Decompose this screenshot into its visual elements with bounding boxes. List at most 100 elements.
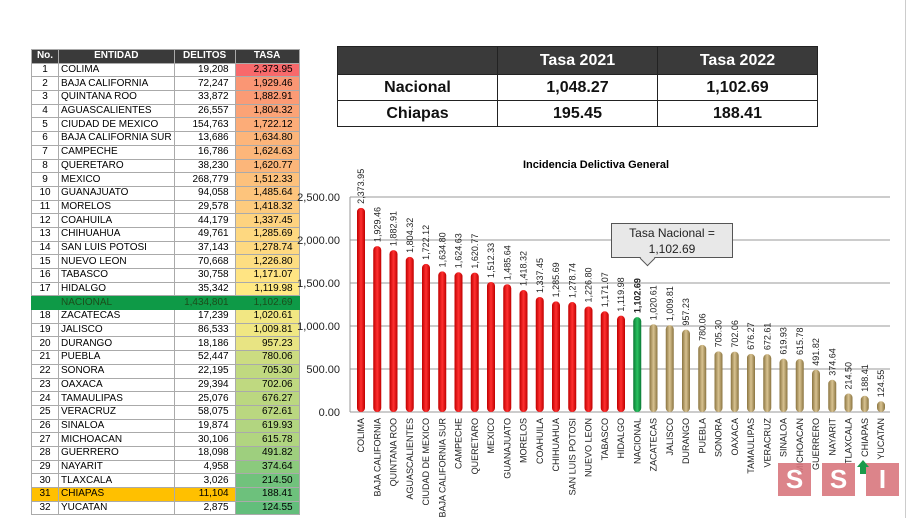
bar: [860, 395, 869, 412]
rate-cell: 1,804.32: [234, 103, 300, 119]
rate-cell: 1,418.32: [234, 199, 300, 215]
cmp-value: 195.45: [497, 100, 658, 127]
data-label: 1,102.69: [632, 278, 642, 313]
x-tick-label: GUERRERO: [811, 418, 821, 470]
x-tick-label: COLIMA: [356, 418, 366, 453]
table-row: 20 DURANGO 18,186 957.23: [31, 336, 300, 352]
cmp-col-2022: Tasa 2022: [657, 46, 818, 75]
data-label: 1,624.63: [454, 233, 464, 268]
rate-comparison-table: Tasa 2021 Tasa 2022 Nacional 1,048.27 1,102…: [337, 46, 818, 127]
logo-letter: I: [866, 463, 899, 496]
bar: [373, 246, 382, 412]
x-tick-label: PUEBLA: [697, 418, 707, 454]
x-tick-label: CIUDAD DE MEXICO: [421, 418, 431, 506]
crimes-cell: 2,875: [173, 500, 236, 516]
logo-letter: S: [822, 463, 855, 496]
rate-cell: 705.30: [234, 363, 300, 379]
rate-cell: 1,102.69: [234, 295, 300, 311]
bar: [519, 290, 528, 412]
rate-cell: 1,278.74: [234, 240, 300, 256]
cmp-label: Chiapas: [337, 100, 498, 127]
panel-edge: [905, 0, 906, 518]
rate-cell: 1,171.07: [234, 268, 300, 283]
data-label: 1,226.80: [584, 267, 594, 302]
table-row: 10 GUANAJUATO 94,058 1,485.64: [31, 185, 300, 201]
table-row: 6 BAJA CALIFORNIA SUR 13,686 1,634.80: [31, 131, 300, 146]
bar: [600, 311, 609, 412]
cmp-row-nacional: Nacional 1,048.27 1,102.69: [337, 74, 818, 101]
data-label: 676.27: [746, 322, 756, 350]
data-label: 957.23: [681, 298, 691, 326]
x-tick-label: HIDALGO: [616, 418, 626, 459]
bar: [665, 325, 674, 412]
x-tick-label: SAN LUIS POTOSI: [567, 418, 577, 495]
y-tick-label: 0.00: [319, 407, 340, 419]
x-tick-label: BAJA CALIFORNIA SUR: [437, 418, 447, 518]
data-label: 1,882.91: [389, 211, 399, 246]
data-label: 1,620.77: [470, 234, 480, 269]
data-label: 1,722.12: [421, 225, 431, 260]
table-row: 17 HIDALGO 35,342 1,119.98: [31, 281, 300, 297]
y-tick-label: 2,000.00: [297, 235, 340, 247]
bar: [828, 379, 837, 412]
logo-letter: S: [778, 463, 811, 496]
table-row: 1 COLIMA 19,208 2,373.95: [31, 62, 300, 78]
bar: [779, 358, 788, 412]
y-tick-label: 1,000.00: [297, 321, 340, 333]
x-tick-label: NUEVO LEON: [584, 418, 594, 477]
bar: [795, 359, 804, 412]
x-tick-label: QUERETARO: [470, 418, 480, 474]
data-label: 1,485.64: [502, 245, 512, 280]
table-row: 22 SONORA 22,195 705.30: [31, 363, 300, 379]
cmp-col-2021: Tasa 2021: [497, 46, 658, 75]
data-label: 672.61: [762, 323, 772, 351]
callout-line1: Tasa Nacional =: [629, 226, 715, 240]
x-tick-label: SONORA: [714, 418, 724, 457]
y-tick-label: 500.00: [306, 364, 340, 376]
rate-cell: 1,634.80: [234, 131, 300, 146]
cmp-label: Nacional: [337, 74, 498, 101]
x-tick-label: ZACATECAS: [649, 418, 659, 471]
bar: [503, 284, 512, 412]
state-ranking-table: No. ENTIDAD DELITOS TASA 1 COLIMA 19,208 2,…: [31, 49, 300, 516]
bar: [649, 324, 658, 412]
bar: [584, 306, 593, 412]
data-label: 705.30: [714, 320, 724, 348]
table-row: 14 SAN LUIS POTOSI 37,143 1,278.74: [31, 240, 300, 256]
rate-cell: 676.27: [234, 391, 300, 406]
table-row: 30 TLAXCALA 3,026 214.50: [31, 473, 300, 488]
bar: [389, 250, 398, 412]
bar: [682, 329, 690, 412]
cmp-value: 1,102.69: [657, 74, 818, 101]
table-row: 3 QUINTANA ROO 33,872 1,882.91: [31, 90, 300, 105]
cmp-corner: [337, 46, 498, 75]
bar: [438, 271, 447, 412]
table-row: 21 PUEBLA 52,447 780.06: [31, 350, 300, 365]
bar: [552, 301, 560, 412]
x-tick-label: OAXACA: [730, 418, 740, 456]
table-row: 18 ZACATECAS 17,239 1,020.61: [31, 309, 300, 324]
col-entidad: ENTIDAD: [58, 49, 175, 64]
data-label: 1,278.74: [567, 263, 577, 298]
rank-cell: 1: [31, 62, 59, 78]
x-tick-label: GUANAJUATO: [502, 418, 512, 479]
data-label: 1,929.46: [372, 207, 382, 242]
bar: [812, 369, 820, 412]
rank-cell: 6: [31, 131, 59, 146]
rate-cell: 1,285.69: [234, 226, 300, 242]
ssi-logo: S S I: [778, 463, 899, 496]
x-tick-label: DURANGO: [681, 418, 691, 464]
table-row-national: NACIONAL 1,434,801 1,102.69: [31, 295, 300, 311]
data-label: 1,171.07: [600, 272, 610, 307]
bar: [730, 351, 739, 412]
cmp-row-chiapas: Chiapas 195.45 188.41: [337, 100, 818, 127]
x-tick-label: CHIHUAHUA: [551, 418, 561, 472]
data-label: 1,020.61: [649, 285, 659, 320]
data-label: 1,804.32: [405, 218, 415, 253]
x-tick-label: COAHUILA: [535, 418, 545, 464]
x-tick-label: MEXICO: [486, 418, 496, 454]
bar: [454, 272, 463, 412]
data-label: 702.06: [730, 320, 740, 348]
data-label: 214.50: [844, 362, 854, 390]
crimes-cell: 1,434,801: [173, 295, 236, 311]
